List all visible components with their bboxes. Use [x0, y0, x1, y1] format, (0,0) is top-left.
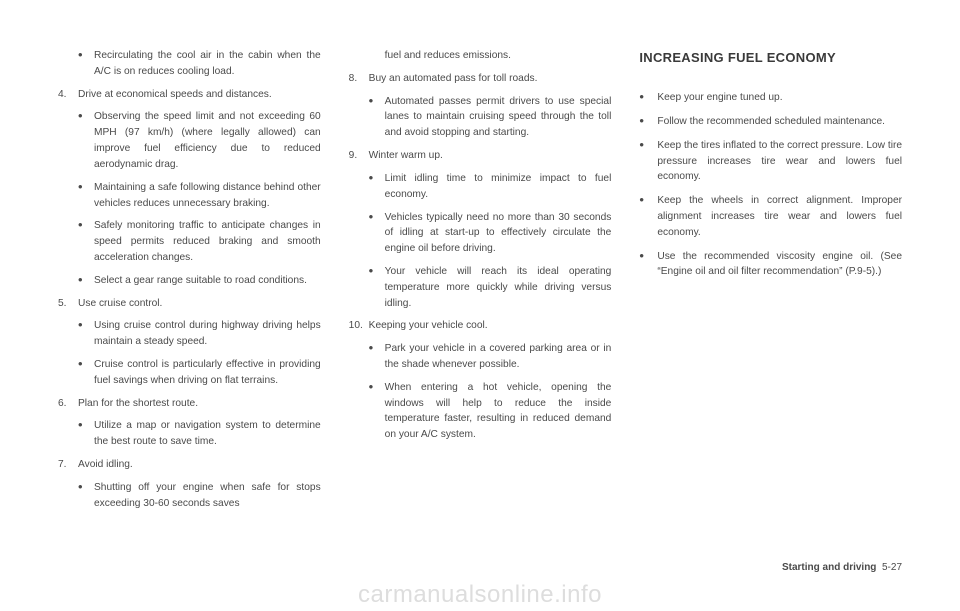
list-bullet: •Observing the speed limit and not excee…	[78, 109, 321, 172]
list-item: 8. Buy an automated pass for toll roads.	[349, 71, 612, 87]
list-bullet: •Keep the wheels in correct alignment. I…	[639, 193, 902, 240]
bullet-icon: •	[78, 48, 94, 80]
bullet-icon: •	[369, 171, 385, 203]
bullet-icon: •	[369, 210, 385, 257]
watermark: carmanualsonline.info	[0, 581, 960, 609]
bullet-icon: •	[78, 480, 94, 512]
bullet-text: Limit idling time to minimize impact to …	[385, 171, 612, 203]
page-content: • Recirculating the cool air in the cabi…	[0, 0, 960, 519]
list-item: 4. Drive at economical speeds and distan…	[58, 87, 321, 103]
column-1: • Recirculating the cool air in the cabi…	[58, 48, 321, 519]
bullet-text: Cruise control is particularly effective…	[94, 357, 321, 389]
bullet-icon: •	[78, 357, 94, 389]
footer-section: Starting and driving	[782, 562, 876, 573]
bullet-icon: •	[639, 138, 657, 185]
item-text: Buy an automated pass for toll roads.	[369, 71, 612, 87]
list-bullet: •Keep your engine tuned up.	[639, 90, 902, 106]
page-footer: Starting and driving 5-27	[782, 562, 902, 573]
list-bullet: •Limit idling time to minimize impact to…	[369, 171, 612, 203]
bullet-icon: •	[639, 90, 657, 106]
bullet-text: Your vehicle will reach its ideal operat…	[385, 264, 612, 311]
item-number: 4.	[58, 87, 78, 103]
list-bullet: •Utilize a map or navigation system to d…	[78, 418, 321, 450]
bullet-text: When entering a hot vehicle, opening the…	[385, 380, 612, 443]
bullet-icon: •	[639, 193, 657, 240]
bullet-icon: •	[78, 418, 94, 450]
item-number: 6.	[58, 396, 78, 412]
list-bullet: •Select a gear range suitable to road co…	[78, 273, 321, 289]
item-number: 10.	[349, 318, 369, 334]
bullet-text: Keep the tires inflated to the correct p…	[657, 138, 902, 185]
list-bullet: •Park your vehicle in a covered parking …	[369, 341, 612, 373]
bullet-text: Follow the recommended scheduled mainten…	[657, 114, 902, 130]
list-bullet: •Keep the tires inflated to the correct …	[639, 138, 902, 185]
bullet-icon: •	[369, 94, 385, 141]
bullet-text: Vehicles typically need no more than 30 …	[385, 210, 612, 257]
bullet-icon: •	[78, 218, 94, 265]
list-bullet: •Maintaining a safe following distance b…	[78, 180, 321, 212]
bullet-icon: •	[369, 380, 385, 443]
item-text: Plan for the shortest route.	[78, 396, 321, 412]
bullet-icon: •	[369, 341, 385, 373]
list-bullet: •Follow the recommended scheduled mainte…	[639, 114, 902, 130]
section-heading: INCREASING FUEL ECONOMY	[639, 48, 902, 68]
item-number: 7.	[58, 457, 78, 473]
list-bullet: •Shutting off your engine when safe for …	[78, 480, 321, 512]
bullet-text: Maintaining a safe following distance be…	[94, 180, 321, 212]
list-item: 10. Keeping your vehicle cool.	[349, 318, 612, 334]
list-bullet: •Using cruise control during highway dri…	[78, 318, 321, 350]
list-item: 6. Plan for the shortest route.	[58, 396, 321, 412]
bullet-icon: •	[639, 249, 657, 281]
bullet-text: Using cruise control during highway driv…	[94, 318, 321, 350]
item-text: Drive at economical speeds and distances…	[78, 87, 321, 103]
bullet-icon: •	[369, 264, 385, 311]
bullet-text: Park your vehicle in a covered parking a…	[385, 341, 612, 373]
item-text: Use cruise control.	[78, 296, 321, 312]
item-text: Keeping your vehicle cool.	[369, 318, 612, 334]
bullet-text: Automated passes permit drivers to use s…	[385, 94, 612, 141]
list-item: 9. Winter warm up.	[349, 148, 612, 164]
list-bullet: •Cruise control is particularly effectiv…	[78, 357, 321, 389]
bullet-text: Utilize a map or navigation system to de…	[94, 418, 321, 450]
bullet-text: Safely monitoring traffic to anticipate …	[94, 218, 321, 265]
bullet-icon: •	[78, 109, 94, 172]
bullet-text: Observing the speed limit and not exceed…	[94, 109, 321, 172]
bullet-text: Use the recommended viscosity engine oil…	[657, 249, 902, 281]
bullet-text: Shutting off your engine when safe for s…	[94, 480, 321, 512]
bullet-icon: •	[78, 273, 94, 289]
list-item: 5. Use cruise control.	[58, 296, 321, 312]
column-3: INCREASING FUEL ECONOMY •Keep your engin…	[639, 48, 902, 519]
list-bullet: •When entering a hot vehicle, opening th…	[369, 380, 612, 443]
bullet-text: Keep the wheels in correct alignment. Im…	[657, 193, 902, 240]
bullet-icon: •	[78, 180, 94, 212]
bullet-icon: •	[78, 318, 94, 350]
item-number: 8.	[349, 71, 369, 87]
bullet-text: Recirculating the cool air in the cabin …	[94, 48, 321, 80]
list-bullet: •Safely monitoring traffic to anticipate…	[78, 218, 321, 265]
list-bullet: •Use the recommended viscosity engine oi…	[639, 249, 902, 281]
list-bullet: •Vehicles typically need no more than 30…	[369, 210, 612, 257]
list-bullet: • Recirculating the cool air in the cabi…	[78, 48, 321, 80]
bullet-text: Select a gear range suitable to road con…	[94, 273, 321, 289]
item-number: 5.	[58, 296, 78, 312]
item-number: 9.	[349, 148, 369, 164]
footer-page-number: 5-27	[882, 562, 902, 573]
continuation-text: fuel and reduces emissions.	[385, 48, 612, 64]
list-item: 7. Avoid idling.	[58, 457, 321, 473]
item-text: Avoid idling.	[78, 457, 321, 473]
list-bullet: •Automated passes permit drivers to use …	[369, 94, 612, 141]
item-text: Winter warm up.	[369, 148, 612, 164]
bullet-icon: •	[639, 114, 657, 130]
bullet-text: Keep your engine tuned up.	[657, 90, 902, 106]
column-2: fuel and reduces emissions. 8. Buy an au…	[349, 48, 612, 519]
list-bullet: •Your vehicle will reach its ideal opera…	[369, 264, 612, 311]
